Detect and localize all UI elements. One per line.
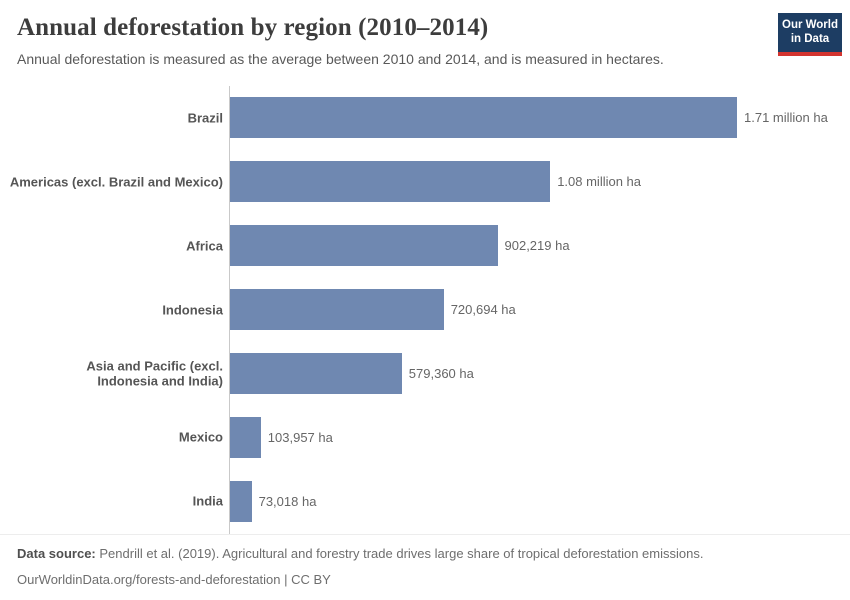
bar-cell: 1.08 million ha (230, 150, 850, 214)
category-label: Asia and Pacific (excl. Indonesia and In… (86, 357, 223, 389)
footer-separator (0, 534, 850, 535)
category-label: Africa (186, 238, 223, 254)
bar-row-africa: Africa 902,219 ha (0, 214, 850, 278)
license-line: OurWorldinData.org/forests-and-deforesta… (17, 571, 833, 589)
category-label-cell: Mexico (0, 405, 230, 469)
category-label-cell: Asia and Pacific (excl. Indonesia and In… (0, 342, 230, 406)
bar-india[interactable] (230, 480, 252, 522)
category-label: Brazil (187, 110, 223, 126)
bar-mexico[interactable] (230, 416, 261, 458)
bar-cell: 720,694 ha (230, 278, 850, 342)
bar-cell: 103,957 ha (230, 405, 850, 469)
bar-row-brazil: Brazil 1.71 million ha (0, 86, 850, 150)
footer-link[interactable]: OurWorldinData.org/forests-and-deforesta… (17, 572, 331, 588)
value-label: 902,219 ha (504, 238, 570, 254)
value-label: 720,694 ha (450, 302, 516, 318)
category-label-cell: Africa (0, 214, 230, 278)
bar-cell: 73,018 ha (230, 469, 850, 533)
logo-line2: in Data (790, 33, 830, 46)
bar-cell: 579,360 ha (230, 342, 850, 406)
bar-africa[interactable] (230, 225, 498, 267)
value-label: 1.71 million ha (744, 110, 828, 126)
data-source-text: Pendrill et al. (2019). Agricultural and… (99, 546, 704, 561)
data-source-line: Data source: Pendrill et al. (2019). Agr… (17, 545, 833, 563)
footer: Data source: Pendrill et al. (2019). Agr… (17, 545, 833, 597)
value-label: 103,957 ha (267, 429, 333, 445)
chart-subtitle: Annual deforestation is measured as the … (17, 50, 664, 67)
category-label: Indonesia (162, 302, 223, 318)
category-label-cell: Americas (excl. Brazil and Mexico) (0, 150, 230, 214)
bar-americas[interactable] (230, 161, 551, 203)
owid-logo[interactable]: Our World in Data (778, 13, 842, 56)
chart-header: Annual deforestation by region (2010–201… (17, 13, 842, 68)
value-label: 73,018 ha (258, 493, 317, 509)
category-label-cell: India (0, 469, 230, 533)
data-source-label: Data source: (17, 546, 96, 561)
bar-cell: 902,219 ha (230, 214, 850, 278)
bar-row-asia-pacific: Asia and Pacific (excl. Indonesia and In… (0, 342, 850, 406)
value-label: 1.08 million ha (557, 174, 642, 190)
bar-asia-pacific[interactable] (230, 353, 402, 394)
logo-line1: Our World (782, 19, 839, 31)
value-label: 579,360 ha (408, 366, 474, 381)
y-axis-line (229, 86, 230, 534)
bar-chart: Brazil 1.71 million ha Americas (excl. B… (0, 86, 850, 534)
category-label-cell: Brazil (0, 86, 230, 150)
category-label: Mexico (178, 429, 223, 445)
page-title: Annual deforestation by region (2010–201… (17, 14, 489, 41)
bar-indonesia[interactable] (230, 289, 444, 331)
bar-row-mexico: Mexico 103,957 ha (0, 405, 850, 469)
bar-row-americas: Americas (excl. Brazil and Mexico) 1.08 … (0, 150, 850, 214)
bar-row-india: India 73,018 ha (0, 469, 850, 533)
category-label: Americas (excl. Brazil and Mexico) (9, 174, 223, 190)
category-label: India (192, 493, 223, 509)
bar-cell: 1.71 million ha (230, 86, 850, 150)
category-label-cell: Indonesia (0, 278, 230, 342)
bar-row-indonesia: Indonesia 720,694 ha (0, 278, 850, 342)
bar-brazil[interactable] (230, 97, 737, 139)
